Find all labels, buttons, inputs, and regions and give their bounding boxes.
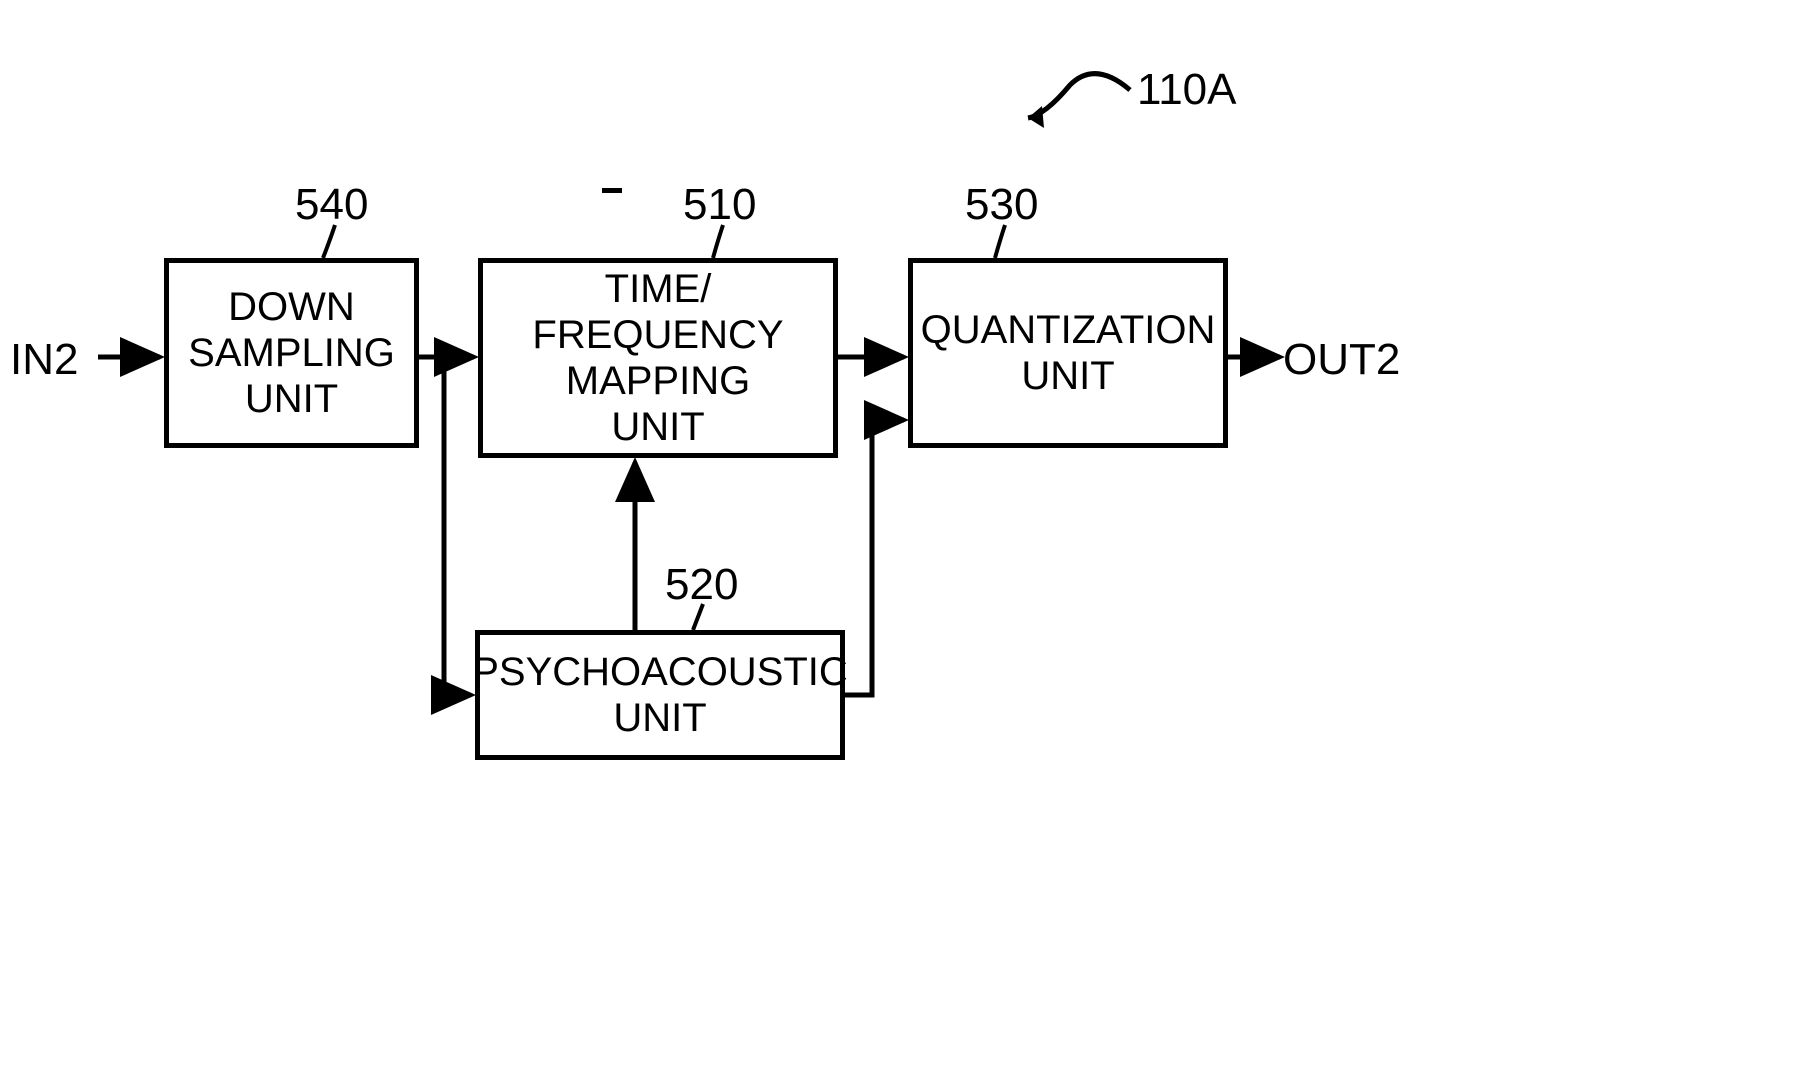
block-quantization-unit: QUANTIZATIONUNIT <box>908 258 1228 448</box>
input-label: IN2 <box>10 335 78 385</box>
block-time-frequency-mapping-unit: TIME/FREQUENCYMAPPINGUNIT <box>478 258 838 458</box>
dash-mark <box>602 188 622 193</box>
refnum-510: 510 <box>683 180 756 230</box>
refnum-520: 520 <box>665 560 738 610</box>
block-label: DOWNSAMPLINGUNIT <box>188 284 395 422</box>
arrow-520-to-530 <box>845 420 904 695</box>
block-label: QUANTIZATIONUNIT <box>921 307 1216 399</box>
refnum-530: 530 <box>965 180 1038 230</box>
block-psychoacoustic-unit: PSYCHOACOUSTICUNIT <box>475 630 845 760</box>
squiggle-110a <box>1028 74 1130 118</box>
refnum-110a: 110A <box>1137 65 1237 115</box>
refnum-540: 540 <box>295 180 368 230</box>
squiggle-arrowhead-icon <box>1028 106 1044 128</box>
branch-node-icon <box>438 351 450 363</box>
output-label: OUT2 <box>1283 335 1400 385</box>
block-down-sampling-unit: DOWNSAMPLINGUNIT <box>164 258 419 448</box>
arrows-overlay <box>0 0 1818 1067</box>
arrow-branch-to-520 <box>444 357 471 695</box>
block-label: TIME/FREQUENCYMAPPINGUNIT <box>532 266 783 450</box>
block-label: PSYCHOACOUSTICUNIT <box>472 649 848 741</box>
diagram-canvas: DOWNSAMPLINGUNIT TIME/FREQUENCYMAPPINGUN… <box>0 0 1818 1067</box>
